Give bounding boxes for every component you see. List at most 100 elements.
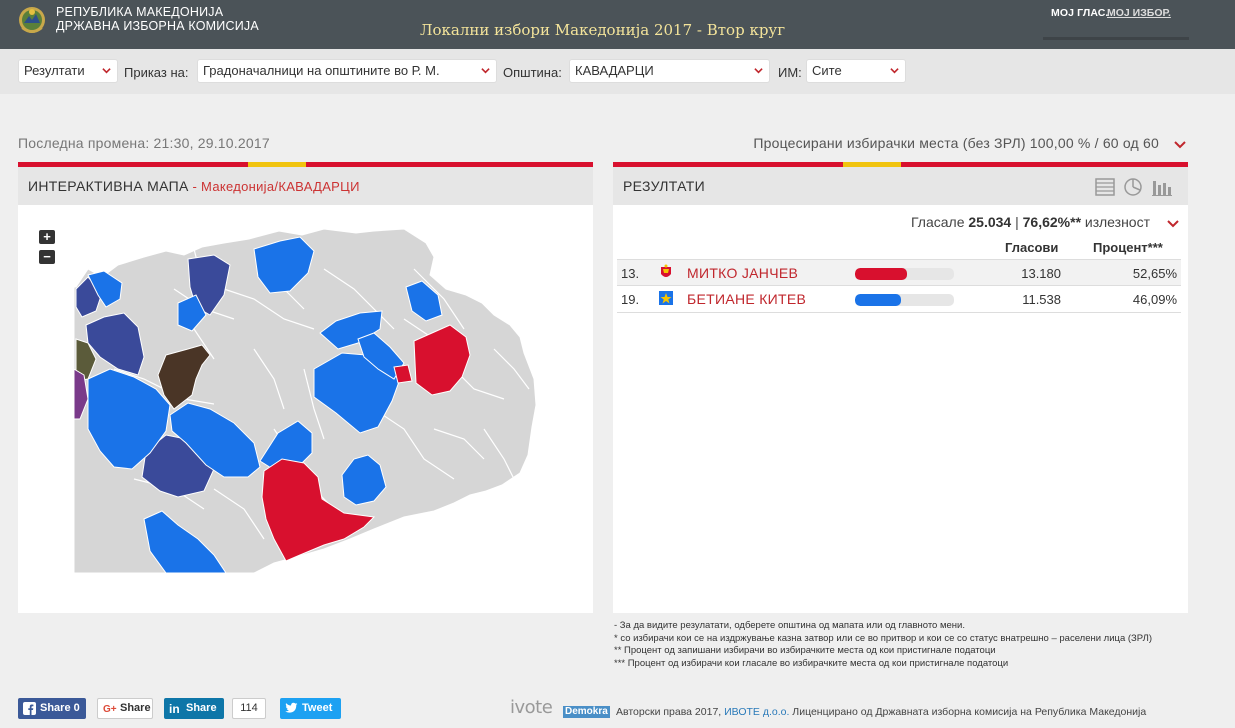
column-header-percent: Процент*** [1093, 240, 1163, 255]
map-region-sdsm [143, 510, 227, 574]
map-region-sdsm [169, 402, 261, 478]
turnout-summary: Гласале 25.034 | 76,62%** излезност [911, 214, 1150, 230]
turnout-prefix: Гласале [911, 214, 969, 230]
facebook-share-button[interactable]: Share 0 [18, 698, 86, 719]
bar-chart-icon[interactable] [1151, 177, 1173, 197]
map-region-sdsm [177, 294, 207, 332]
ivote-company-link[interactable]: ИВОТЕ д.о.о. [724, 706, 790, 718]
footnote: ** Процент од запишани избирачи во избир… [614, 645, 996, 656]
zoom-out-button[interactable]: − [39, 250, 55, 264]
org-line-1: РЕПУБЛИКА МАКЕДОНИЈА [56, 5, 224, 19]
flag-stripe [613, 162, 1188, 167]
municipality-map[interactable] [74, 229, 538, 574]
facebook-icon [23, 702, 36, 715]
turnout-votes: 25.034 [968, 214, 1012, 230]
candidate-name[interactable]: МИТКО ЈАНЧЕВ [687, 265, 799, 281]
chevron-down-icon[interactable] [1167, 220, 1179, 228]
filter-bar: Резултати Приказ на: Градоначалници на о… [0, 49, 1235, 94]
facebook-share-label: Share 0 [40, 702, 80, 714]
show-select-value: Градоначалници на општините во Р. М. [203, 63, 440, 78]
vote-share-bar [855, 294, 954, 306]
candidate-votes: 11.538 [1022, 292, 1061, 307]
municipality-select[interactable]: КАВАДАРЦИ [569, 59, 770, 83]
view-select-value: Резултати [24, 63, 85, 78]
map-title-text: ИНТЕРАКТИВНА МАПА [28, 178, 189, 194]
chevron-down-icon[interactable] [1174, 141, 1186, 149]
turnout-sep: | [1011, 214, 1023, 230]
map-breadcrumb[interactable]: - Македонија/КАВАДАРЦИ [188, 179, 360, 194]
coat-of-arms-icon [19, 7, 45, 33]
map-region-other [157, 344, 211, 410]
municipality-label: Општина: [503, 65, 562, 80]
map-panel-header: ИНТЕРАКТИВНА МАПА - Македонија/КАВАДАРЦИ [18, 167, 593, 205]
results-panel-header: РЕЗУЛТАТИ [613, 167, 1188, 205]
linkedin-share-count: 114 [232, 698, 266, 719]
linkedin-share-label: Share [186, 702, 217, 714]
map-region-vmro [393, 364, 413, 384]
candidate-row[interactable]: 13. МИТКО ЈАНЧЕВ 13.180 52,65% [617, 259, 1181, 286]
candidate-percent: 52,65% [1132, 266, 1177, 281]
map-region-sdsm [319, 310, 383, 350]
map-region-sdsm [313, 352, 401, 434]
im-label: ИМ: [778, 65, 802, 80]
view-select[interactable]: Резултати [18, 59, 118, 83]
page-title: Локални избори Македонија 2017 - Втор кр… [420, 21, 786, 39]
brand-logo[interactable]: МОЈ ГЛАС. МОЈ ИЗБОР. [1043, 7, 1189, 40]
turnout-percent: 76,62%** [1022, 214, 1082, 230]
linkedin-icon: in [169, 702, 180, 715]
footnote: * со избирачи кои се на издржување казна… [614, 632, 1152, 644]
candidate-name[interactable]: БЕТИАНЕ КИТЕВ [687, 291, 807, 307]
vote-share-fill [855, 268, 908, 280]
sdsm-party-logo-icon [659, 291, 673, 305]
top-header: РЕПУБЛИКА МАКЕДОНИЈА ДРЖАВНА ИЗБОРНА КОМ… [0, 0, 1235, 49]
candidate-row[interactable]: 19. БЕТИАНЕ КИТЕВ 11.538 46,09% [617, 286, 1181, 313]
googleplus-icon: G+ [103, 704, 117, 714]
chevron-down-icon [102, 68, 111, 74]
brand-text-1: МОЈ ГЛАС. [1051, 7, 1109, 19]
map-region-dui [85, 312, 145, 376]
org-line-2: ДРЖАВНА ИЗБОРНА КОМИСИЈА [56, 19, 259, 33]
show-label: Приказ на: [124, 65, 189, 80]
footnote: *** Процент од избирачи кои гласале во и… [614, 657, 1009, 669]
footnotes: - За да видите резулатати, одберете општ… [614, 620, 1184, 670]
googleplus-share-button[interactable]: G+ Share [97, 698, 153, 719]
column-header-votes: Гласови [1005, 240, 1059, 255]
show-select[interactable]: Градоначалници на општините во Р. М. [197, 59, 497, 83]
map-panel: ИНТЕРАКТИВНА МАПА - Македонија/КАВАДАРЦИ… [18, 162, 593, 613]
flag-stripe [18, 162, 593, 167]
processed-stations: Процесирани избирачки места (без ЗРЛ) 10… [753, 135, 1159, 151]
im-select-value: Сите [812, 63, 842, 78]
demokra-badge: Demokra [563, 706, 610, 718]
candidate-votes: 13.180 [1021, 266, 1061, 281]
copyright: Авторски права 2017, ИВОТЕ д.о.о. Лиценц… [616, 706, 1146, 718]
vmro-party-logo-icon [661, 264, 671, 277]
map-panel-title: ИНТЕРАКТИВНА МАПА - Македонија/КАВАДАРЦИ [28, 178, 360, 194]
footnote: - За да видите резулатати, одберете општ… [614, 620, 965, 631]
municipality-select-value: КАВАДАРЦИ [575, 63, 654, 78]
vote-share-bar [855, 268, 954, 280]
map-region-sdsm [87, 368, 171, 470]
chevron-down-icon [481, 68, 490, 74]
map-region-vmro [261, 458, 376, 562]
brand-text-2: МОЈ ИЗБОР. [1107, 7, 1171, 19]
svg-text:in: in [169, 702, 180, 715]
twitter-icon [285, 702, 298, 713]
candidate-number: 13. [621, 266, 640, 281]
zoom-in-button[interactable]: + [39, 230, 55, 244]
linkedin-share-button[interactable]: in Share [164, 698, 224, 719]
svg-text:G+: G+ [103, 704, 117, 714]
chevron-down-icon [754, 68, 763, 74]
results-panel: РЕЗУЛТАТИ Гласале 25.034 | 76,62%** изле… [613, 162, 1188, 613]
results-panel-title: РЕЗУЛТАТИ [623, 178, 705, 194]
map-region-sdsm [405, 280, 443, 322]
ivote-logo[interactable]: ivote [510, 697, 553, 718]
map-region-vmro [413, 324, 471, 396]
turnout-suffix: излезност [1081, 214, 1150, 230]
im-select[interactable]: Сите [806, 59, 906, 83]
pie-chart-icon[interactable] [1123, 177, 1143, 197]
table-view-icon[interactable] [1095, 177, 1115, 197]
tweet-button[interactable]: Tweet [280, 698, 341, 719]
candidate-number: 19. [621, 292, 640, 307]
copyright-post: Лиценцирано од Државната изборна комисиј… [789, 706, 1147, 718]
map-region-sdsm [87, 270, 123, 308]
